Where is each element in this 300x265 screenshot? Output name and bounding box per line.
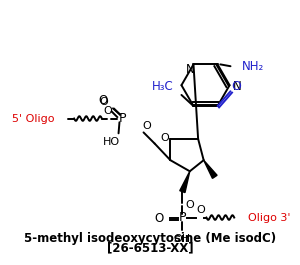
Text: OH: OH [174, 234, 191, 244]
Text: O: O [98, 94, 107, 107]
Text: O: O [103, 106, 112, 116]
Polygon shape [204, 160, 217, 178]
Text: [26-6513-XX]: [26-6513-XX] [107, 242, 193, 255]
Text: HO: HO [103, 137, 120, 147]
Text: N: N [186, 63, 195, 76]
Text: 5' Oligo: 5' Oligo [12, 113, 55, 123]
Text: O: O [231, 80, 241, 93]
Text: P: P [178, 211, 186, 224]
Text: O: O [99, 97, 108, 107]
Text: P: P [118, 112, 126, 125]
Text: N: N [232, 80, 242, 93]
Text: H₃C: H₃C [152, 80, 173, 93]
Polygon shape [180, 171, 190, 193]
Text: O: O [196, 205, 205, 215]
Text: O: O [160, 133, 169, 143]
Text: O: O [154, 212, 164, 225]
Text: Oligo 3': Oligo 3' [248, 213, 291, 223]
Text: O: O [185, 200, 194, 210]
Text: 5-methyl isodeoxycytosine (Me isodC): 5-methyl isodeoxycytosine (Me isodC) [24, 232, 276, 245]
Text: O: O [142, 121, 151, 131]
Text: NH₂: NH₂ [242, 60, 264, 73]
